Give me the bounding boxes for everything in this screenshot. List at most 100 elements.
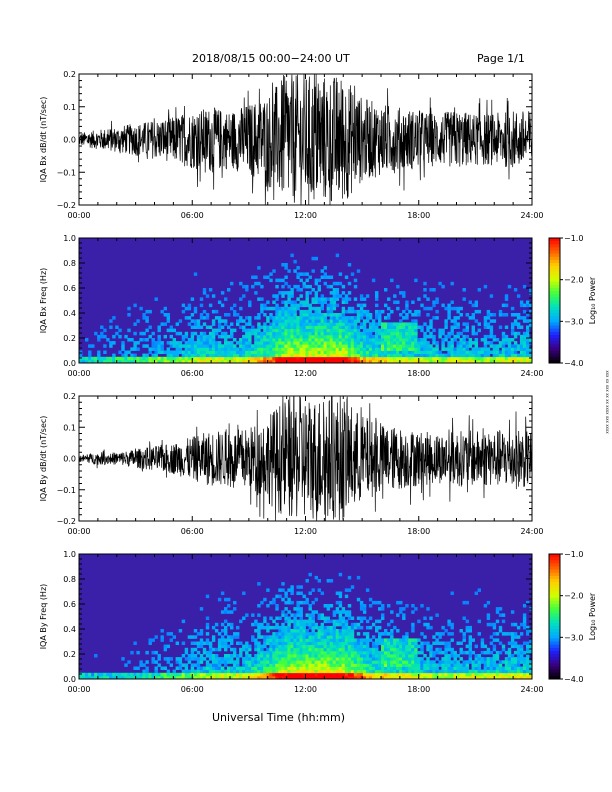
- spectrogram-cell: [350, 654, 355, 658]
- spectrogram-cell: [462, 616, 466, 621]
- spectrogram-cell: [118, 675, 122, 680]
- spectrogram-cell: [284, 669, 288, 674]
- spectrogram-cell: [338, 663, 343, 667]
- spectrogram-cell: [169, 672, 174, 677]
- spectrogram-cell: [190, 344, 195, 348]
- spectrogram-cell: [220, 331, 225, 336]
- spectrogram-cell: [456, 334, 460, 339]
- spectrogram-cell: [314, 359, 319, 364]
- spectrogram-cell: [296, 660, 300, 664]
- spectrogram-cell: [196, 632, 201, 636]
- spectrogram-cell: [320, 675, 325, 680]
- spectrogram-cell: [311, 654, 315, 658]
- spectrogram-cell: [426, 297, 430, 301]
- spectrogram-cell: [275, 657, 279, 661]
- spectrogram-cell: [242, 294, 246, 298]
- spectrogram-cell: [299, 663, 303, 667]
- spectrogram-cell: [384, 654, 388, 658]
- spectrogram-cell: [323, 654, 328, 658]
- spectrogram-cell: [217, 638, 222, 642]
- spectrogram-cell: [326, 313, 331, 317]
- spectrogram-cell: [284, 644, 288, 649]
- spectrogram-cell: [423, 306, 427, 311]
- spectrogram-cell: [317, 325, 322, 330]
- spectrogram-cell: [447, 334, 451, 339]
- colorbar-segment: [549, 629, 560, 633]
- spectrogram-cell: [293, 675, 297, 680]
- spectrogram-cell: [187, 347, 192, 351]
- spectrogram-cell: [513, 319, 518, 323]
- spectrogram-cell: [308, 657, 312, 661]
- spectrogram-cell: [381, 607, 385, 611]
- spectrogram-cell: [375, 672, 379, 677]
- spectrogram-cell: [248, 334, 252, 339]
- spectrogram-cell: [378, 625, 382, 630]
- spectrogram-cell: [359, 306, 364, 311]
- spectrogram-cell: [211, 338, 216, 342]
- spectrogram-cell: [205, 356, 210, 361]
- spectrogram-cell: [468, 344, 473, 348]
- spectrogram-cell: [239, 338, 243, 342]
- spectrogram-cell: [214, 344, 219, 348]
- spectrogram-cell: [175, 672, 180, 677]
- spectrogram-cell: [375, 341, 379, 345]
- spectrogram-cell: [151, 672, 155, 677]
- spectrogram-cell: [287, 672, 291, 677]
- spectrogram-cell: [290, 356, 294, 361]
- spectrogram-cell: [387, 334, 391, 339]
- colorbar-segment: [549, 632, 560, 636]
- spectrogram-cell: [260, 666, 264, 671]
- spectrogram-cell: [314, 635, 319, 639]
- spectrogram-cell: [157, 359, 161, 364]
- spectrogram-cell: [160, 309, 164, 314]
- spectrogram-cell: [326, 669, 331, 674]
- panel-3-axes: 00:00 06:00 12:00 18:00 24:00−0.2−0.10.00.10…: [39, 392, 544, 536]
- spectrogram-cell: [260, 657, 264, 661]
- spectrogram-cell: [169, 356, 174, 361]
- spectrogram-cell: [266, 353, 270, 358]
- spectrogram-cell: [344, 622, 349, 627]
- spectrogram-cell: [359, 675, 364, 680]
- spectrogram-cell: [471, 669, 476, 674]
- spectrogram-cell: [266, 650, 270, 655]
- y-axis-title: IQA By Freq (Hz): [39, 584, 48, 650]
- spectrogram-cell: [371, 641, 376, 646]
- spectrogram-cell: [344, 331, 349, 336]
- spectrogram-cell: [526, 657, 530, 661]
- spectrogram-cell: [242, 353, 246, 358]
- spectrogram-cell: [187, 635, 192, 639]
- spectrogram-cell: [441, 353, 445, 358]
- spectrogram-cell: [350, 660, 355, 664]
- spectrogram-cell: [287, 359, 291, 364]
- spectrogram-cell: [278, 632, 282, 636]
- spectrogram-cell: [420, 641, 424, 646]
- spectrogram-cell: [396, 322, 400, 326]
- spectrogram-cell: [429, 672, 433, 677]
- spectrogram-cell: [317, 309, 322, 314]
- spectrogram-cell: [254, 647, 258, 652]
- spectrogram-cell: [453, 663, 457, 667]
- spectrogram-cell: [429, 350, 433, 355]
- spectrogram-cell: [519, 338, 524, 342]
- spectrogram-cell: [438, 663, 442, 667]
- spectrogram-cell: [516, 294, 521, 298]
- spectrogram-cell: [453, 356, 457, 361]
- spectrogram-cell: [220, 660, 225, 664]
- spectrogram-cell: [196, 663, 201, 667]
- spectrogram-cell: [411, 669, 415, 674]
- spectrogram-cell: [408, 344, 412, 348]
- spectrogram-cell: [133, 672, 137, 677]
- spectrogram-cell: [378, 313, 382, 317]
- spectrogram-cell: [378, 641, 382, 646]
- spectrogram-cell: [368, 347, 373, 351]
- spectrogram-cell: [438, 672, 442, 677]
- spectrogram-cell: [196, 657, 201, 661]
- spectrogram-cell: [311, 316, 315, 320]
- spectrogram-cell: [154, 669, 158, 674]
- spectrogram-cell: [302, 281, 306, 286]
- spectrogram-cell: [338, 356, 343, 361]
- spectrogram-cell: [257, 338, 261, 342]
- spectrogram-cell: [353, 341, 358, 345]
- spectrogram-cell: [526, 356, 530, 361]
- spectrogram-cell: [311, 660, 315, 664]
